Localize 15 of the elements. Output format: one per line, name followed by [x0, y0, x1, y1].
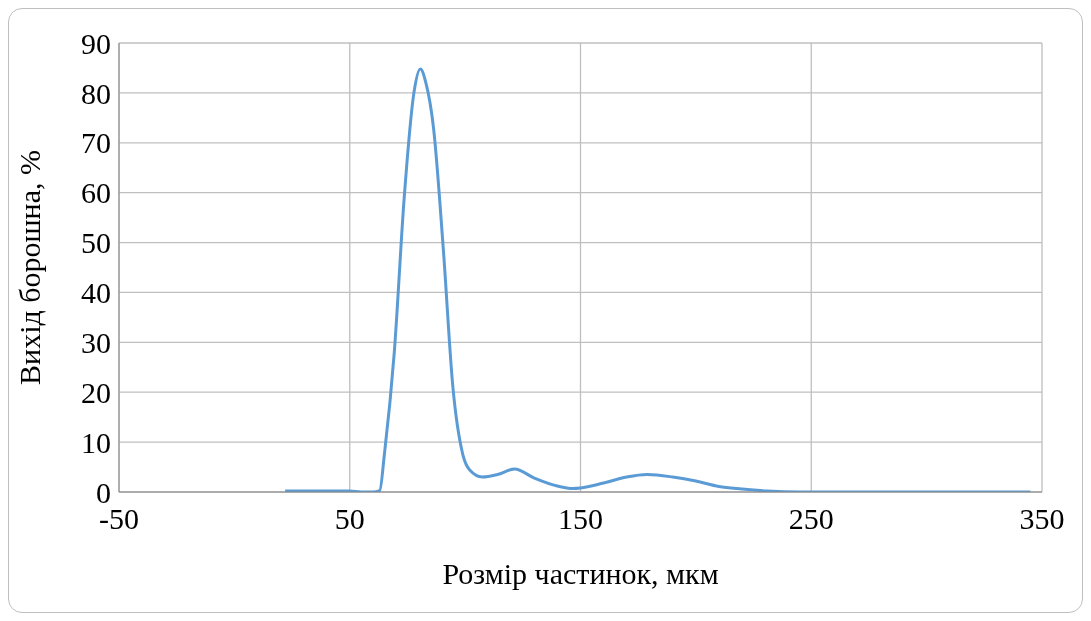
y-tick-label: 60 [81, 176, 111, 210]
y-tick-label: 10 [81, 425, 111, 459]
x-tick-label: 350 [1019, 502, 1065, 536]
x-tick-label: 150 [558, 502, 603, 536]
x-axis-title: Розмір частинок, мкм [442, 557, 719, 590]
y-tick-label: 90 [81, 26, 111, 60]
y-tick-label: 50 [81, 226, 111, 260]
y-tick-label: 20 [81, 375, 111, 409]
y-axis-title: Вихід борошна, % [12, 150, 46, 385]
y-tick-label: 30 [81, 325, 111, 359]
y-tick-label: 40 [81, 276, 111, 310]
y-tick-label: 80 [81, 76, 111, 110]
x-tick-label: 50 [334, 502, 365, 536]
x-tick-label: 250 [788, 502, 834, 536]
y-tick-label: 70 [81, 126, 111, 160]
